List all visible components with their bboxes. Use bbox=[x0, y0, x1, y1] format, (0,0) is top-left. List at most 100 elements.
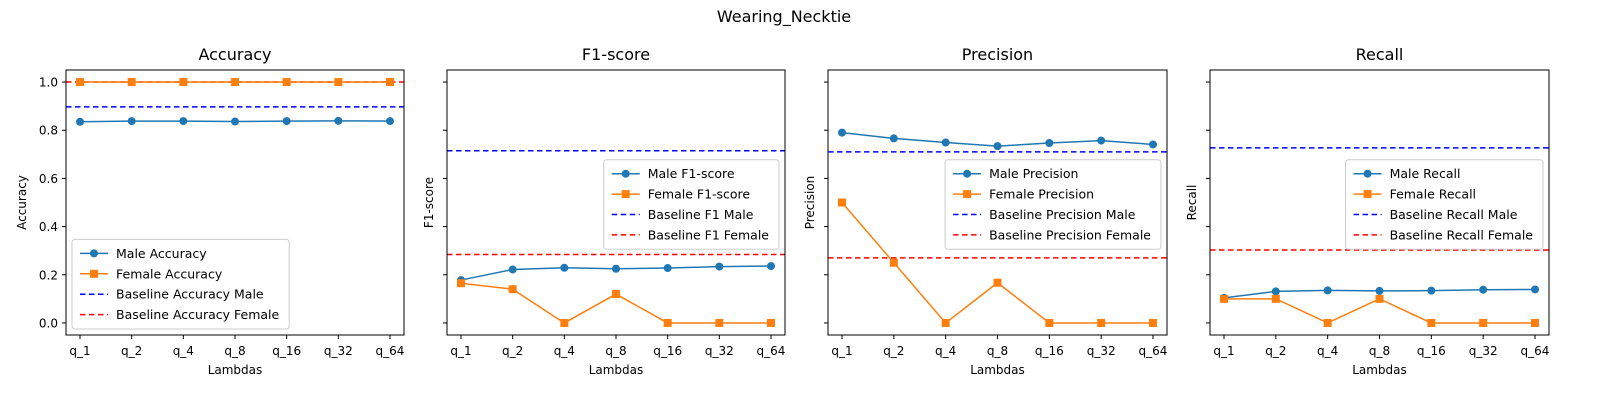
x-tick-label: q_4 bbox=[935, 344, 956, 358]
chart-panel-recall: Recall q_1 q_2 q_4 q_8 q_16 q_32 q_64 Lambdas Rec… bbox=[1185, 45, 1550, 377]
plot-frame bbox=[827, 69, 1168, 336]
y-tick-label: 0.4 bbox=[39, 220, 58, 234]
data-point-female bbox=[663, 318, 672, 327]
x-tick-label: q_16 bbox=[653, 344, 682, 358]
data-point-female bbox=[1479, 318, 1488, 327]
data-point-female bbox=[1220, 294, 1228, 303]
data-point-male bbox=[76, 117, 84, 126]
legend-label: Baseline Recall Female bbox=[1390, 227, 1534, 242]
data-point-female bbox=[838, 198, 846, 207]
x-tick-label: q_16 bbox=[272, 344, 301, 358]
data-point-male bbox=[1531, 285, 1539, 294]
data-point-female bbox=[386, 78, 394, 87]
y-tick-label: 0.6 bbox=[39, 172, 58, 186]
legend: Male Recall Female Recall Baseline Recall … bbox=[1345, 159, 1544, 250]
x-tick-label: q_8 bbox=[224, 344, 245, 358]
data-point-female bbox=[127, 78, 136, 87]
data-point-male bbox=[715, 262, 724, 271]
legend: Male Precision Female Precision Baseline P… bbox=[944, 159, 1162, 250]
x-tick-label: q_8 bbox=[1369, 344, 1390, 358]
data-point-male bbox=[179, 117, 188, 126]
data-point-female bbox=[560, 318, 569, 327]
y-axis-label: Recall bbox=[1185, 185, 1199, 221]
x-tick-label: q_1 bbox=[450, 344, 471, 358]
y-tick-label: 0.0 bbox=[39, 316, 58, 330]
data-point-female bbox=[282, 78, 291, 87]
y-axis-label: Accuracy bbox=[15, 175, 29, 230]
data-point-male bbox=[767, 262, 775, 271]
legend-label: Baseline Recall Male bbox=[1390, 207, 1518, 222]
series-line-female bbox=[460, 282, 771, 324]
x-tick-label: q_32 bbox=[705, 344, 734, 358]
data-point-male bbox=[993, 142, 1002, 151]
data-point-female bbox=[1097, 318, 1106, 327]
x-tick-label: q_32 bbox=[1469, 344, 1498, 358]
data-point-female bbox=[457, 279, 465, 288]
y-tick-label: 0.8 bbox=[39, 124, 58, 138]
y-axis-label: F1-score bbox=[422, 177, 436, 228]
data-point-male bbox=[1149, 140, 1157, 149]
legend-box bbox=[1345, 159, 1544, 250]
legend-box bbox=[71, 238, 290, 330]
data-point-male bbox=[231, 117, 239, 126]
chart-panel-precision: Precision q_1 q_2 q_4 q_8 q_16 q_32 q_64 Lambdas… bbox=[803, 45, 1168, 377]
chart-title: Recall bbox=[1356, 45, 1404, 64]
legend-box bbox=[603, 159, 780, 250]
data-point-female bbox=[179, 78, 188, 87]
y-axis-label: Precision bbox=[803, 176, 817, 230]
data-point-male bbox=[334, 116, 343, 125]
chart-title: Precision bbox=[962, 45, 1033, 64]
x-tick-label: q_64 bbox=[1139, 344, 1168, 358]
x-tick-label: q_32 bbox=[324, 344, 353, 358]
data-point-male bbox=[127, 117, 136, 126]
data-point-female bbox=[941, 318, 950, 327]
plot-area bbox=[1210, 147, 1549, 327]
data-point-male bbox=[1427, 286, 1436, 295]
legend-label: Female F1-score bbox=[648, 187, 751, 202]
data-point-male bbox=[663, 264, 672, 273]
legend-circle-marker bbox=[621, 169, 630, 178]
data-point-male bbox=[1097, 136, 1106, 145]
data-point-female bbox=[1271, 294, 1280, 303]
data-point-female bbox=[76, 78, 84, 87]
data-point-female bbox=[1427, 318, 1436, 327]
legend-label: Male F1-score bbox=[648, 166, 735, 181]
legend-label: Baseline Accuracy Female bbox=[116, 307, 280, 322]
x-tick-label: q_2 bbox=[1265, 344, 1286, 358]
legend: Male Accuracy Female Accuracy Baseline Acc… bbox=[71, 238, 290, 330]
legend-square-marker bbox=[90, 269, 98, 278]
legend-label: Male Precision bbox=[989, 166, 1078, 181]
x-tick-label: q_4 bbox=[173, 344, 194, 358]
chart-panel-f1-score: F1-score q_1 q_2 q_4 q_8 q_16 q_32 q_64 Lambdas F… bbox=[422, 45, 786, 377]
data-point-female bbox=[612, 290, 620, 299]
data-point-female bbox=[1531, 318, 1539, 327]
plot-area bbox=[828, 128, 1167, 327]
data-point-male bbox=[1479, 285, 1488, 294]
data-point-male bbox=[560, 263, 569, 272]
data-point-female bbox=[767, 318, 775, 327]
x-axis-label: Lambdas bbox=[1352, 363, 1407, 377]
legend-label: Female Recall bbox=[1390, 187, 1476, 202]
plot-frame bbox=[65, 69, 405, 336]
y-tick-label: 1.0 bbox=[39, 76, 58, 90]
legend-label: Baseline Precision Female bbox=[989, 227, 1151, 242]
data-point-female bbox=[231, 78, 239, 87]
legend-square-marker bbox=[621, 190, 630, 199]
data-point-male bbox=[612, 264, 620, 273]
legend: Male F1-score Female F1-score Baseline F1 … bbox=[603, 159, 780, 250]
x-tick-label: q_1 bbox=[1213, 344, 1234, 358]
x-tick-label: q_16 bbox=[1417, 344, 1446, 358]
x-tick-label: q_2 bbox=[883, 344, 904, 358]
legend-square-marker bbox=[1363, 190, 1372, 199]
x-tick-label: q_64 bbox=[757, 344, 786, 358]
data-point-male bbox=[386, 117, 394, 126]
plot-frame bbox=[1209, 69, 1550, 336]
x-tick-label: q_2 bbox=[502, 344, 523, 358]
data-point-male bbox=[282, 117, 291, 126]
data-point-male bbox=[1045, 138, 1054, 147]
x-tick-label: q_2 bbox=[121, 344, 142, 358]
data-point-male bbox=[1271, 287, 1280, 296]
data-point-male bbox=[1375, 286, 1384, 295]
data-point-female bbox=[1045, 318, 1054, 327]
